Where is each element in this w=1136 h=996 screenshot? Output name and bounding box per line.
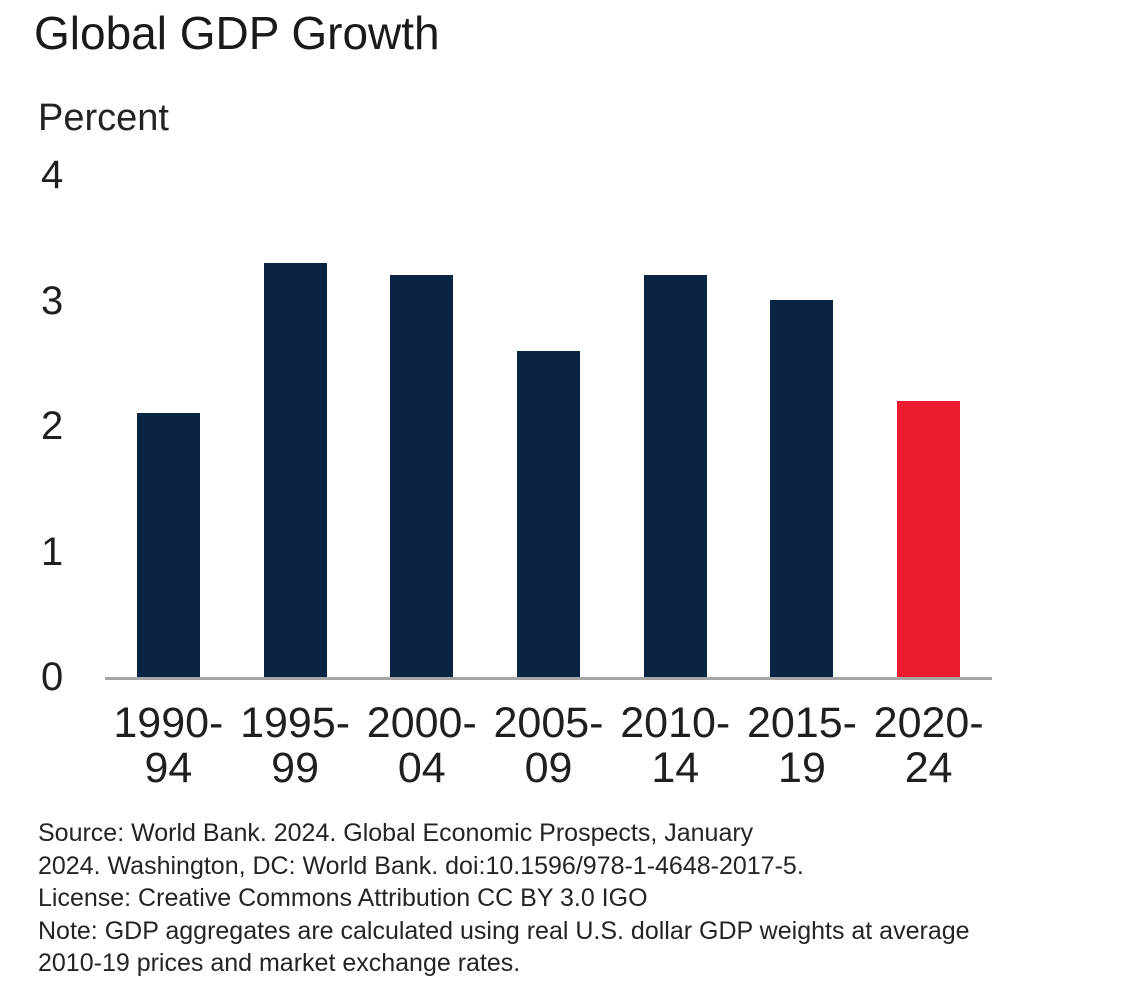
- bar-slot: [739, 175, 866, 677]
- x-axis-tick-label: 2010- 14: [620, 699, 731, 792]
- bar-1990-94: [136, 413, 200, 677]
- footer-line: Source: World Bank. 2024. Global Economi…: [38, 819, 754, 847]
- bar-1995-99: [263, 263, 327, 677]
- x-axis-tick-label: 2005- 09: [493, 699, 604, 792]
- y-axis-tick-label: 2: [41, 404, 64, 448]
- footer-line: License: Creative Commons Attribution CC…: [38, 884, 648, 912]
- footer-line: Note: GDP aggregates are calculated usin…: [38, 916, 970, 945]
- x-axis-tick-label: 2020- 24: [873, 699, 984, 792]
- x-axis: 1990- 94 1995- 99 2000- 04 2005- 09 2010- 14 2015-…: [105, 701, 992, 791]
- source-note: Source: World Bank. 2024. Global Economi…: [38, 817, 1123, 980]
- chart-title: Global GDP Growth: [34, 7, 440, 59]
- bar-2020-24: [897, 401, 961, 677]
- x-axis-tick-label: 1990- 94: [113, 699, 224, 792]
- bar-slot: [358, 175, 485, 677]
- bar-2000-04: [390, 275, 454, 677]
- bar-2010-14: [643, 275, 707, 677]
- bar-slot: [612, 175, 739, 677]
- bar-2015-19: [770, 300, 834, 677]
- bar-2005-09: [517, 351, 581, 677]
- y-axis-tick-label: 3: [41, 278, 64, 323]
- y-axis-unit-label: Percent: [38, 97, 169, 139]
- bar-slot: [865, 175, 992, 677]
- y-axis-tick-label: 0: [41, 655, 64, 699]
- x-axis-tick-label: 2000- 04: [366, 699, 477, 792]
- y-axis-tick-label: 4: [41, 153, 64, 197]
- x-axis-tick-label: 2015- 19: [746, 699, 857, 792]
- footer-line: 2010-19 prices and market exchange rates…: [38, 949, 521, 977]
- bar-chart-plot: [105, 175, 992, 680]
- x-axis-tick-label: 1995- 99: [240, 699, 351, 792]
- bar-slot: [232, 175, 359, 677]
- footer-line: 2024. Washington, DC: World Bank. doi:10…: [38, 851, 804, 880]
- y-axis-tick-label: 1: [41, 529, 64, 574]
- bar-slot: [105, 175, 232, 677]
- bar-slot: [485, 175, 612, 677]
